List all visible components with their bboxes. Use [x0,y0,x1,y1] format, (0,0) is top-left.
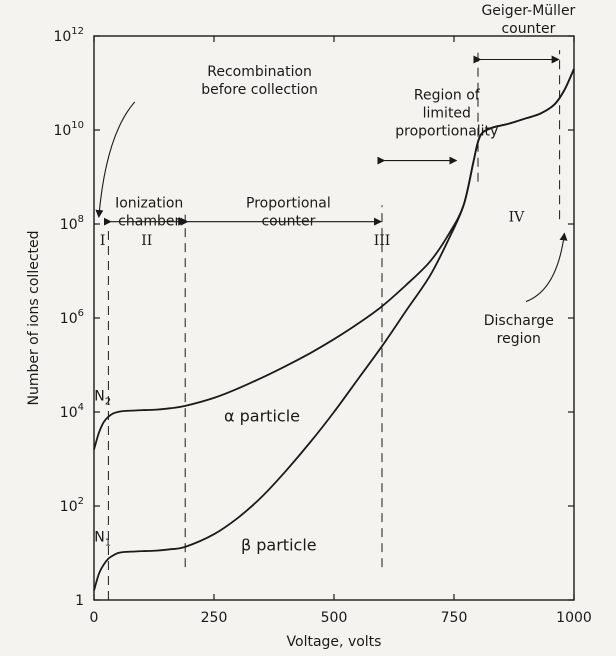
pointer-arrow [95,101,136,218]
series-label-beta: β particle [241,536,317,555]
y-tick-label: 1010 [53,120,84,139]
x-tick-label: 750 [441,610,468,626]
annotation-line: counter [501,21,555,37]
series-lines [93,68,575,591]
range-arrows [103,55,560,226]
x-tick-label: 500 [321,610,348,626]
labels: Recombination before collection Ionization… [94,3,575,555]
annotation-line: Proportional [246,196,331,212]
point-label-subscript: 1 [105,537,111,548]
y-tick-label: 1012 [53,26,84,45]
annotation-line: Geiger-Müller [481,3,575,19]
annotation-line: region [497,331,541,347]
point-label-subscript: 2 [105,396,111,407]
point-label-n1: N1 [94,529,111,548]
y-tick-base: 10 [53,123,71,139]
pointer-arrows [95,101,568,303]
region-label-ii: II [141,233,152,249]
series-line-beta [93,68,575,591]
y-tick-exponent: 2 [78,496,84,507]
y-tick-label: 104 [60,402,84,421]
annotation-line: Discharge [484,313,554,329]
annotation-line: Ionization [115,196,183,212]
y-tick-label: 102 [60,496,84,515]
annotation-line: limited [423,105,471,121]
x-axis-label: Voltage, volts [287,634,382,650]
annotation-recombination: Recombination before collection [201,64,318,98]
y-tick-label: 1 [75,593,84,609]
region-label-iv: IV [509,210,526,226]
y-tick-base: 10 [60,217,78,233]
annotation-geiger: Geiger-Müller counter [481,3,575,37]
annotation-line: counter [261,214,315,230]
y-tick-exponent: 8 [78,214,84,225]
y-tick-base: 10 [60,499,78,515]
region-boundaries [107,50,561,600]
annotation-line: Recombination [207,64,312,80]
x-tick-label: 250 [201,610,228,626]
x-tick-label: 0 [90,610,99,626]
y-tick-base: 10 [60,405,78,421]
x-tick-label: 1000 [556,610,592,626]
y-tick-base: 1 [75,593,84,609]
point-label-base: N [94,388,104,404]
y-tick-exponent: 6 [78,308,84,319]
y-tick-base: 10 [60,311,78,327]
annotation-discharge: Discharge region [484,313,554,347]
point-label-base: N [94,529,104,545]
annotation-line: chamber [118,214,180,230]
region-label-iii: III [374,233,391,249]
region-label-i: I [100,233,106,249]
y-tick-base: 10 [53,29,71,45]
y-tick-exponent: 12 [71,26,84,37]
series-label-alpha: α particle [224,406,300,425]
y-tick-label: 108 [60,214,84,233]
y-axis-label: Number of ions collected [26,230,42,405]
annotation-line: before collection [201,82,318,98]
point-label-n2: N2 [94,388,111,407]
y-tick-label: 106 [60,308,84,327]
annotation-line: Region of [414,87,481,103]
annotation-line: proportionality [395,123,498,139]
y-tick-exponent: 4 [78,402,84,413]
annotation-limited: Region of limited proportionality [395,87,498,139]
annotation-proportional: Proportional counter [246,196,331,230]
pointer-arrow [525,232,568,303]
annotation-ionization: Ionization chamber [115,196,183,230]
y-tick-exponent: 10 [71,120,84,131]
